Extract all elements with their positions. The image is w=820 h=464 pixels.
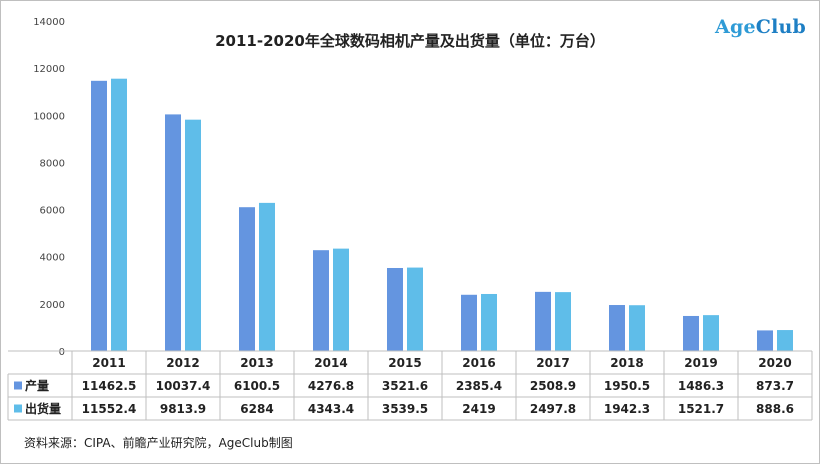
x-category-label: 2012 [166, 356, 199, 370]
data-table-value: 1942.3 [604, 402, 650, 416]
legend-label: 出货量 [25, 401, 61, 416]
data-table-value: 3521.6 [382, 379, 428, 393]
x-category-label: 2018 [610, 356, 643, 370]
data-table-value: 6284 [240, 402, 273, 416]
data-table-value: 2508.9 [530, 379, 576, 393]
data-table-value: 6100.5 [234, 379, 280, 393]
source-note: 资料来源：CIPA、前瞻产业研究院，AgeClub制图 [24, 436, 293, 450]
data-table-value: 11552.4 [82, 402, 137, 416]
logo-club: Club [755, 16, 806, 38]
ageclub-logo: AgeClub [715, 16, 806, 38]
y-tick-label: 4000 [40, 253, 65, 264]
bar-shipment [407, 267, 423, 351]
x-category-label: 2019 [684, 356, 717, 370]
y-tick-label: 12000 [33, 64, 65, 75]
bar-production [757, 330, 773, 351]
data-table-value: 11462.5 [82, 379, 137, 393]
y-tick-label: 0 [59, 347, 65, 358]
bar-shipment [629, 305, 645, 351]
data-table-value: 2419 [462, 402, 495, 416]
data-table-value: 1950.5 [604, 379, 650, 393]
data-table-value: 4276.8 [308, 379, 354, 393]
bar-shipment [481, 293, 497, 351]
chart-title: 2011-2020年全球数码相机产量及出货量（单位：万台） [215, 32, 605, 50]
y-tick-label: 14000 [33, 17, 65, 28]
y-tick-label: 8000 [40, 158, 65, 169]
data-table-value: 2385.4 [456, 379, 502, 393]
data-table-value: 1521.7 [678, 402, 724, 416]
bar-production [609, 305, 625, 351]
bar-shipment [555, 292, 571, 351]
y-tick-label: 6000 [40, 206, 65, 217]
y-tick-label: 10000 [33, 111, 65, 122]
logo-age: Age [715, 16, 756, 38]
x-category-label: 2014 [314, 356, 347, 370]
y-tick-label: 2000 [40, 300, 65, 311]
bar-shipment [259, 202, 275, 351]
bar-production [313, 250, 329, 351]
data-table-value: 873.7 [756, 379, 794, 393]
legend-swatch [14, 404, 22, 413]
bar-shipment [333, 248, 349, 351]
bar-production [461, 294, 477, 351]
data-table-value: 3539.5 [382, 402, 428, 416]
x-category-label: 2011 [92, 356, 125, 370]
bar-shipment [777, 330, 793, 351]
bar-production [239, 207, 255, 351]
legend-swatch [14, 381, 22, 390]
data-table-value: 4343.4 [308, 402, 354, 416]
legend-label: 产量 [25, 378, 49, 393]
bar-shipment [185, 119, 201, 351]
x-category-label: 2013 [240, 356, 273, 370]
data-table-value: 888.6 [756, 402, 794, 416]
x-category-label: 2016 [462, 356, 495, 370]
bar-shipment [703, 315, 719, 351]
data-table-value: 2497.8 [530, 402, 576, 416]
bar-production [165, 114, 181, 351]
x-category-label: 2015 [388, 356, 421, 370]
x-category-label: 2020 [758, 356, 791, 370]
x-category-label: 2017 [536, 356, 569, 370]
bar-production [91, 80, 107, 351]
bar-production [683, 315, 699, 351]
bar-shipment [111, 78, 127, 352]
data-table-value: 9813.9 [160, 402, 206, 416]
bar-production [387, 267, 403, 351]
bar-production [535, 291, 551, 351]
data-table-value: 1486.3 [678, 379, 724, 393]
data-table-value: 10037.4 [156, 379, 211, 393]
